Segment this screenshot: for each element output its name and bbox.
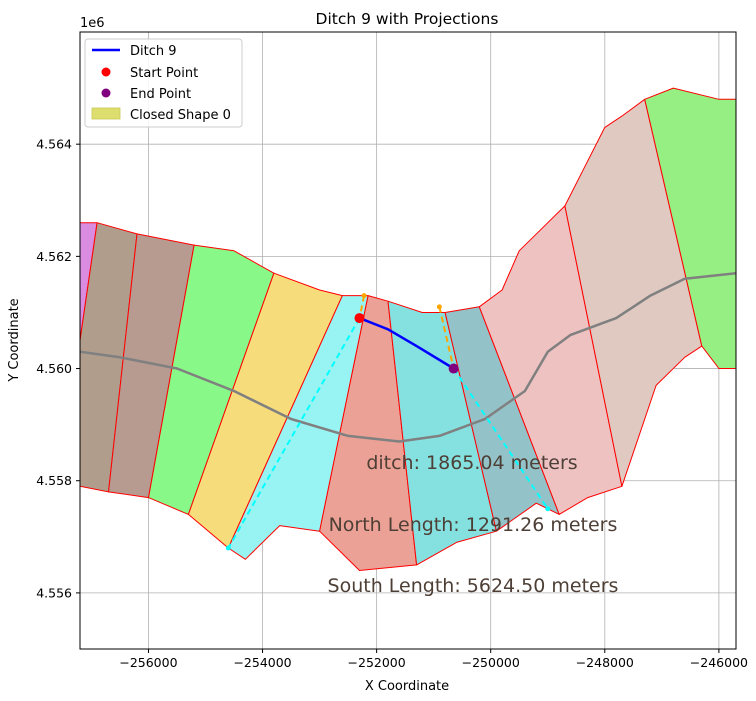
projection-line-0 xyxy=(358,295,366,319)
ditch-line xyxy=(359,316,455,370)
annotation-south-length: South Length: 5624.50 meters xyxy=(328,575,619,597)
plot-area-frame xyxy=(79,31,737,650)
y-axis-label: Y Coordinate xyxy=(7,298,22,382)
legend: Ditch 9 Start Point End Point Closed Sha… xyxy=(84,38,243,128)
x-axis: −256000 −254000 −252000 −250000 −248000 −2460… xyxy=(119,649,748,670)
y-tick-label: 4.558 xyxy=(36,473,72,488)
x-tick-label: −252000 xyxy=(348,655,406,670)
y-tick-label: 4.560 xyxy=(36,361,72,376)
projection-endpoint-2 xyxy=(225,545,231,551)
y-tick-label: 4.564 xyxy=(36,137,72,152)
centerline xyxy=(80,271,736,443)
legend-swatch-closed-shape xyxy=(91,107,121,120)
x-tick-label: −256000 xyxy=(119,655,177,670)
annotation-north-length: North Length: 1291.26 meters xyxy=(329,514,618,536)
segment-polygons xyxy=(80,87,736,571)
legend-label-ditch: Ditch 9 xyxy=(130,44,177,59)
projection-line-3 xyxy=(452,367,549,510)
x-tick-label: −248000 xyxy=(576,655,634,670)
x-axis-label: X Coordinate xyxy=(365,679,449,694)
annotation-ditch-length: ditch: 1865.04 meters xyxy=(366,452,577,474)
projection-endpoint-0 xyxy=(361,293,367,299)
legend-swatch-end-point xyxy=(101,88,111,98)
x-tick-label: −250000 xyxy=(462,655,520,670)
x-tick-label: −254000 xyxy=(233,655,291,670)
chart-title: Ditch 9 with Projections xyxy=(316,10,499,28)
y-axis: 4.556 4.558 4.560 4.562 4.564 xyxy=(36,137,80,600)
segment-polygon-6 xyxy=(319,295,418,571)
projection-line-1 xyxy=(438,306,455,369)
legend-label-start-point: Start Point xyxy=(130,66,198,81)
chart-lines xyxy=(80,271,736,549)
projection-endpoint-3 xyxy=(545,506,551,512)
y-offset-label: 1e6 xyxy=(80,16,105,31)
projection-endpoint-1 xyxy=(436,304,442,310)
start-point-marker xyxy=(354,313,365,324)
y-tick-label: 4.556 xyxy=(36,585,72,600)
segment-polygon-1 xyxy=(80,222,138,493)
end-point-marker xyxy=(448,363,459,374)
segment-polygon-11 xyxy=(644,87,736,369)
projection-line-2 xyxy=(227,317,361,549)
y-tick-label: 4.562 xyxy=(36,249,72,264)
legend-label-end-point: End Point xyxy=(130,87,191,102)
x-tick-label: −246000 xyxy=(690,655,748,670)
chart-points xyxy=(225,293,551,551)
legend-swatch-start-point xyxy=(101,67,111,77)
legend-label-closed-shape: Closed Shape 0 xyxy=(130,108,231,123)
legend-box xyxy=(84,38,243,128)
